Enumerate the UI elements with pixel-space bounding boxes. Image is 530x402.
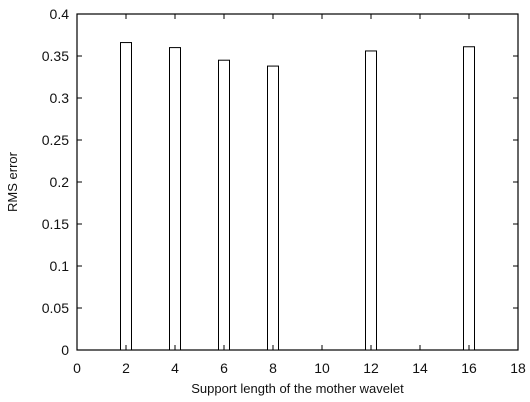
plot-frame [76, 13, 519, 351]
y-tick-label-0.25: 0.25 [42, 132, 69, 148]
y-tick-label-0.1: 0.1 [50, 258, 70, 274]
y-tick-label-0.3: 0.3 [50, 90, 70, 106]
y-axis-title: RMS error [5, 151, 20, 212]
y-tick-label-0: 0 [61, 342, 69, 358]
bar-x-16 [463, 46, 475, 351]
x-tick-label-16: 16 [461, 360, 477, 376]
bar-x-2 [120, 42, 132, 351]
bar-x-12 [365, 50, 377, 351]
y-tick-label-0.15: 0.15 [42, 216, 69, 232]
y-tick-label-0.05: 0.05 [42, 300, 69, 316]
x-tick-label-0: 0 [73, 360, 81, 376]
x-axis-ticks: 0 2 4 6 8 10 12 14 16 18 [73, 14, 526, 376]
x-tick-label-18: 18 [510, 360, 526, 376]
x-tick-label-8: 8 [269, 360, 277, 376]
x-tick-label-14: 14 [412, 360, 428, 376]
x-tick-label-4: 4 [171, 360, 179, 376]
y-tick-label-0.2: 0.2 [50, 174, 70, 190]
bar-x-4 [169, 47, 181, 351]
y-axis-ticks: 0 0.05 0.1 0.15 0.2 0.25 0.3 0.35 0.4 [42, 6, 518, 358]
bars [120, 42, 475, 351]
bar-x-6 [218, 59, 230, 351]
x-tick-label-6: 6 [220, 360, 228, 376]
x-tick-label-10: 10 [314, 360, 330, 376]
bar-x-8 [267, 65, 279, 351]
x-tick-label-2: 2 [122, 360, 130, 376]
plot-area [76, 13, 519, 351]
y-tick-label-0.35: 0.35 [42, 48, 69, 64]
x-axis-title: Support length of the mother wavelet [191, 381, 404, 396]
y-tick-label-0.4: 0.4 [50, 6, 70, 22]
x-tick-label-12: 12 [363, 360, 379, 376]
